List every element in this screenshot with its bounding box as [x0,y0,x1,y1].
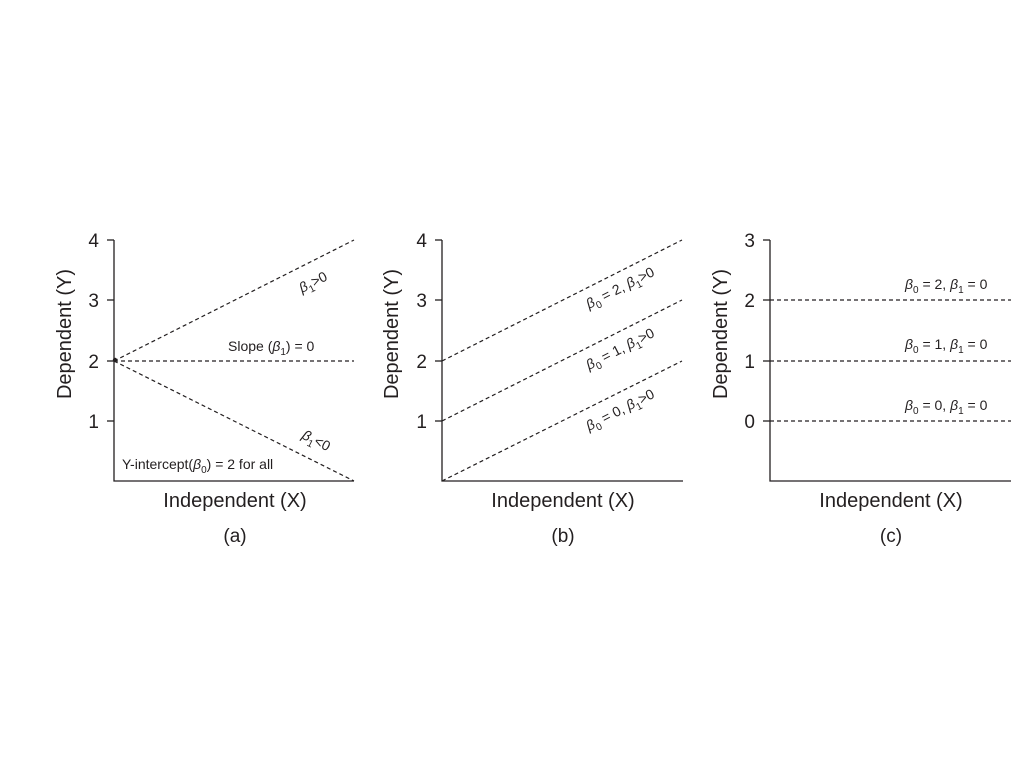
panel-a-label-positive-slope: β1>0 [295,268,331,300]
panel-a-ytick-label-1: 1 [88,412,99,433]
panel-c-ytick-label-1: 1 [744,352,755,373]
panel-c-label-intercept-1: β0 = 1, β1 = 0 [904,336,988,356]
panel-a-label-negative-slope: β1<0 [297,426,333,458]
panel-a-label-zero-slope: Slope (β1) = 0 [228,338,315,358]
panel-c-axes [769,240,1011,482]
panel-a-line-negative-slope [113,360,355,482]
panel-a-intercept-annotation: Y-intercept(β0) = 2 for all [122,456,273,476]
panel-c-label: (c) [880,526,902,547]
panel-b-ytick-label-1: 1 [416,412,427,433]
panel-c-ytick-label-0: 0 [744,412,755,433]
panel-b-x-axis-title: Independent (X) [491,490,634,512]
panel-c-label-intercept-0: β0 = 0, β1 = 0 [904,397,988,417]
panel-b-ytick-label-3: 3 [416,291,427,312]
panel-b-line-intercept-0 [441,360,683,482]
panel-a-ytick-label-4: 4 [88,231,99,252]
panel-c-label-intercept-2: β0 = 2, β1 = 0 [904,276,988,296]
panel-c-ytick-label-3: 3 [744,231,755,252]
panel-c-y-axis-title: Dependent (Y) [710,269,732,399]
panel-c: 0 1 2 3 β0 = 2, β1 = 0 β0 = 1, β1 = 0 β0… [710,231,1011,547]
panel-a-ytick-label-3: 3 [88,291,99,312]
panel-a-line-positive-slope [113,239,355,362]
panel-b-label: (b) [551,526,574,547]
panel-b-ytick-label-4: 4 [416,231,427,252]
panel-a-y-axis-title: Dependent (Y) [54,269,76,399]
panel-a-label: (a) [223,526,246,547]
panel-a-ytick-label-2: 2 [88,352,99,373]
panel-a: 1 2 3 4 β1>0 Slope (β1) = 0 β1<0 Y-inter… [54,231,355,547]
panel-b-ytick-label-2: 2 [416,352,427,373]
panel-c-ytick-label-2: 2 [744,291,755,312]
panel-b: 1 2 3 4 β0 = 2, β1>0 β0 = 1, β1>0 β0 = 0… [381,231,683,547]
panel-b-line-intercept-1 [441,299,683,422]
panel-b-y-axis-title: Dependent (Y) [381,269,403,399]
panel-b-label-intercept-0: β0 = 0, β1>0 [582,385,659,437]
panel-b-label-intercept-1: β0 = 1, β1>0 [582,324,659,376]
panel-c-x-axis-title: Independent (X) [819,490,962,512]
panel-a-intercept-point [112,357,118,363]
panel-b-line-intercept-2 [441,239,683,362]
panel-a-x-axis-title: Independent (X) [163,490,306,512]
panel-a-axes [113,240,354,482]
